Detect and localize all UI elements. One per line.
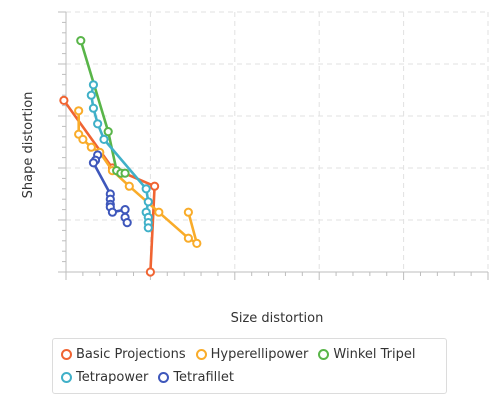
series-winkel-tripel xyxy=(76,36,130,178)
data-point-tetrafillet xyxy=(107,207,118,217)
data-point-hyperellipower xyxy=(183,233,193,243)
legend-swatch-icon xyxy=(318,349,330,360)
data-point-hyperellipower xyxy=(154,207,164,217)
legend-label: Tetrafillet xyxy=(173,370,234,385)
y-axis-title: Shape distortion xyxy=(21,92,36,199)
data-point-tetrapower xyxy=(88,80,99,90)
data-point-hyperellipower xyxy=(86,142,96,152)
legend-item-hyperellipower[interactable]: Hyperellipower xyxy=(195,343,309,366)
axes xyxy=(65,12,488,273)
x-axis-title: Size distortion xyxy=(231,311,324,326)
data-point-tetrapower xyxy=(86,90,96,100)
data-point-basic-projections xyxy=(145,267,155,277)
ticks xyxy=(58,11,489,280)
data-point-tetrapower xyxy=(141,184,151,194)
data-point-hyperellipower xyxy=(74,106,84,116)
data-point-tetrafillet xyxy=(122,218,132,228)
legend-item-tetrapower[interactable]: Tetrapower xyxy=(61,366,148,389)
data-point-winkel-tripel xyxy=(120,168,130,178)
legend-swatch-icon xyxy=(195,349,207,360)
data-point-hyperellipower xyxy=(78,134,88,144)
series-tetrafillet xyxy=(88,150,132,228)
series-tetrapower xyxy=(86,80,153,233)
data-point-tetrapower xyxy=(99,134,109,144)
legend-label: Hyperellipower xyxy=(210,347,309,362)
data-point-hyperellipower xyxy=(192,238,202,248)
data-point-tetrafillet xyxy=(88,158,99,168)
data-point-tetrapower xyxy=(143,197,153,207)
legend-item-tetrafillet[interactable]: Tetrafillet xyxy=(158,366,234,389)
legend-item-winkel-tripel[interactable]: Winkel Tripel xyxy=(318,343,415,366)
legend-swatch-icon xyxy=(61,349,72,360)
legend-swatch-icon xyxy=(158,372,170,383)
data-point-winkel-tripel xyxy=(103,127,113,137)
series xyxy=(59,36,202,277)
data-point-winkel-tripel xyxy=(76,36,86,46)
data-point-tetrafillet xyxy=(120,205,130,215)
data-point-basic-projections xyxy=(150,181,160,191)
data-point-hyperellipower xyxy=(183,207,193,217)
data-point-tetrapower xyxy=(93,119,103,129)
legend-label: Tetrapower xyxy=(76,370,149,385)
data-point-tetrapower xyxy=(143,223,153,233)
legend-label: Winkel Tripel xyxy=(333,347,416,362)
grid xyxy=(66,11,489,272)
data-point-basic-projections xyxy=(59,95,69,106)
legend-item-basic-projections[interactable]: Basic Projections xyxy=(61,343,186,366)
legend-swatch-icon xyxy=(61,372,72,383)
legend: Basic Projections Hyperellipower Winkel Tr… xyxy=(52,338,447,394)
data-point-tetrapower xyxy=(88,103,99,113)
data-point-hyperellipower xyxy=(124,181,134,191)
legend-label: Basic Projections xyxy=(76,347,186,362)
